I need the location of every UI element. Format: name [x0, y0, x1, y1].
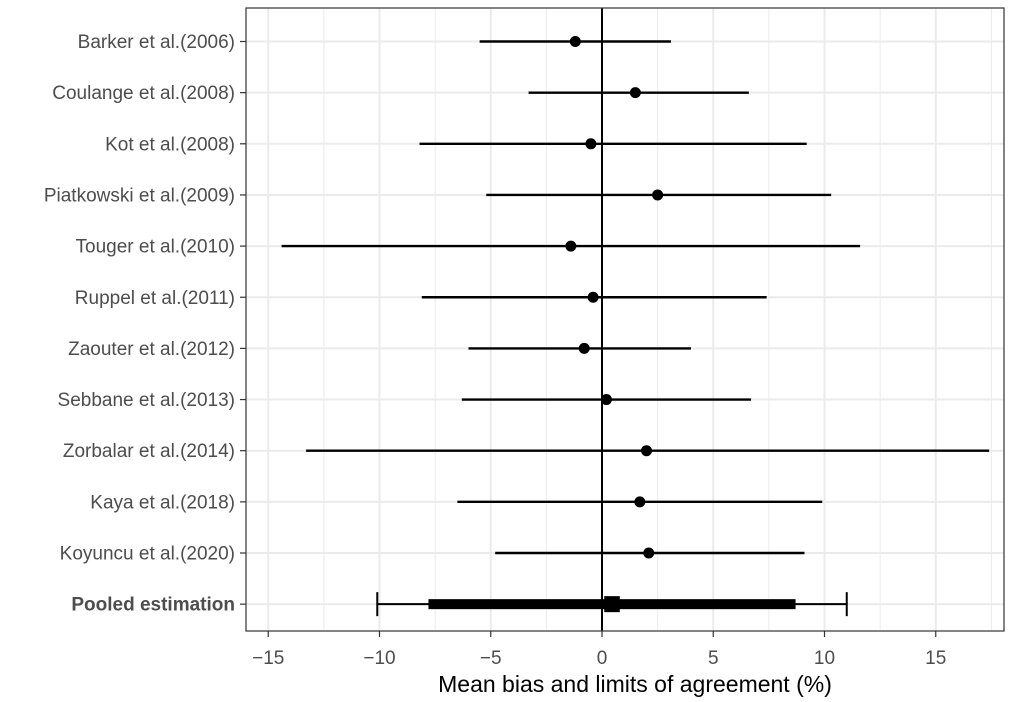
study-label: Barker et al.(2006) — [78, 32, 235, 53]
x-tick-label: 0 — [597, 648, 608, 669]
x-axis-title: Mean bias and limits of agreement (%) — [438, 671, 832, 697]
mean-bias-point — [641, 445, 652, 457]
pooled-label: Pooled estimation — [71, 595, 235, 616]
study-label: Piatkowski et al.(2009) — [44, 185, 235, 206]
study-label: Kaya et al.(2018) — [90, 492, 235, 513]
study-label: Sebbane et al.(2013) — [58, 390, 235, 411]
x-tick-label: 15 — [925, 648, 946, 669]
mean-bias-point — [585, 138, 597, 150]
mean-bias-point — [587, 291, 599, 303]
panel-border — [245, 7, 1005, 632]
study-label: Koyuncu et al.(2020) — [60, 544, 235, 565]
mean-bias-point — [565, 240, 577, 252]
mean-bias-point — [643, 547, 655, 559]
x-tick-label: 10 — [814, 648, 835, 669]
study-label: Coulange et al.(2008) — [52, 83, 235, 104]
x-axis: −15 −10 −5 0 5 10 15 — [252, 631, 946, 669]
mean-bias-point — [634, 496, 646, 508]
grid-lines — [246, 8, 1004, 631]
mean-bias-point — [600, 394, 612, 406]
study-label: Zorbalar et al.(2014) — [63, 441, 235, 462]
x-tick-label: −15 — [252, 648, 284, 669]
study-label: Touger et al.(2010) — [76, 237, 236, 258]
mean-bias-point — [629, 87, 641, 99]
x-tick-label: 5 — [708, 648, 719, 669]
mean-bias-point — [578, 342, 590, 354]
mean-bias-point — [569, 36, 581, 47]
mean-bias-point — [652, 189, 664, 201]
pooled-mean-box — [604, 596, 620, 613]
x-tick-label: −10 — [363, 648, 395, 669]
x-tick-label: −5 — [480, 648, 502, 669]
study-label: Zaouter et al.(2012) — [68, 339, 235, 360]
study-labels: Barker et al.(2006) Coulange et al.(2008)… — [44, 32, 246, 616]
study-marks — [281, 8, 990, 631]
study-label: Ruppel et al.(2011) — [75, 288, 235, 309]
study-label: Kot et al.(2008) — [105, 134, 235, 155]
